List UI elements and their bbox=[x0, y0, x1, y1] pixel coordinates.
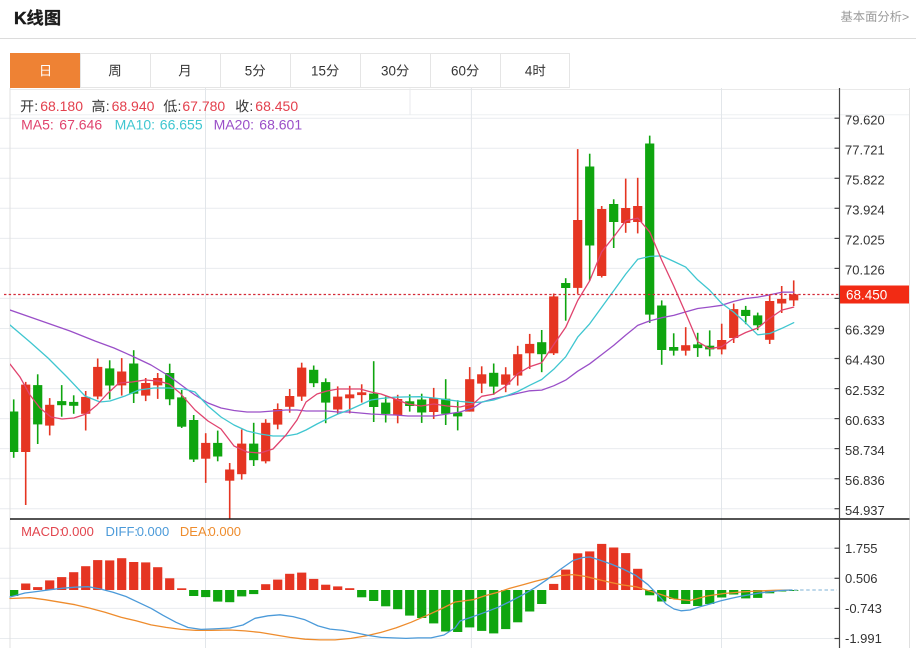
svg-text::: : bbox=[34, 98, 38, 114]
svg-text:77.721: 77.721 bbox=[845, 142, 885, 157]
svg-text:72.025: 72.025 bbox=[845, 233, 885, 248]
svg-text::: : bbox=[249, 98, 253, 114]
svg-text::: : bbox=[106, 98, 110, 114]
svg-text:>: > bbox=[902, 10, 909, 24]
svg-text:DEA:: DEA: bbox=[180, 524, 210, 539]
svg-text:64.430: 64.430 bbox=[845, 353, 885, 368]
svg-text:75.822: 75.822 bbox=[845, 172, 885, 187]
svg-text:MA10:: MA10: bbox=[115, 117, 155, 133]
svg-text:68.450: 68.450 bbox=[846, 288, 887, 303]
svg-text:60.633: 60.633 bbox=[845, 413, 885, 428]
svg-text:0.000: 0.000 bbox=[61, 524, 94, 539]
svg-text:68.180: 68.180 bbox=[40, 98, 83, 114]
svg-text:70.126: 70.126 bbox=[845, 263, 885, 278]
svg-text:54.937: 54.937 bbox=[845, 503, 885, 518]
svg-text:5: 5 bbox=[245, 63, 252, 78]
svg-text:68.601: 68.601 bbox=[259, 117, 302, 133]
svg-text:MA5:: MA5: bbox=[21, 117, 54, 133]
svg-text:66.655: 66.655 bbox=[160, 117, 203, 133]
svg-text:-1.991: -1.991 bbox=[845, 631, 882, 646]
svg-text:30: 30 bbox=[381, 63, 396, 78]
svg-text:73.924: 73.924 bbox=[845, 203, 885, 218]
svg-text:67.646: 67.646 bbox=[59, 117, 102, 133]
svg-text:DIFF:: DIFF: bbox=[106, 524, 139, 539]
svg-text:-0.743: -0.743 bbox=[845, 601, 882, 616]
svg-text:1.755: 1.755 bbox=[845, 541, 878, 556]
svg-text:MA20:: MA20: bbox=[214, 117, 254, 133]
svg-text:67.780: 67.780 bbox=[182, 98, 225, 114]
svg-text::: : bbox=[178, 98, 182, 114]
svg-text:15: 15 bbox=[311, 63, 326, 78]
svg-text:68.940: 68.940 bbox=[112, 98, 155, 114]
svg-text:60: 60 bbox=[451, 63, 466, 78]
svg-text:0.000: 0.000 bbox=[209, 524, 242, 539]
svg-text:58.734: 58.734 bbox=[845, 443, 885, 458]
svg-text:4: 4 bbox=[525, 63, 533, 78]
svg-text:MACD:: MACD: bbox=[21, 524, 63, 539]
svg-text:68.450: 68.450 bbox=[255, 98, 298, 114]
svg-text:56.836: 56.836 bbox=[845, 473, 885, 488]
svg-text:79.620: 79.620 bbox=[845, 112, 885, 127]
svg-text:0.506: 0.506 bbox=[845, 571, 878, 586]
svg-text:K: K bbox=[14, 8, 27, 28]
svg-text:0.000: 0.000 bbox=[137, 524, 170, 539]
svg-text:62.532: 62.532 bbox=[845, 383, 885, 398]
svg-text:66.329: 66.329 bbox=[845, 323, 885, 338]
